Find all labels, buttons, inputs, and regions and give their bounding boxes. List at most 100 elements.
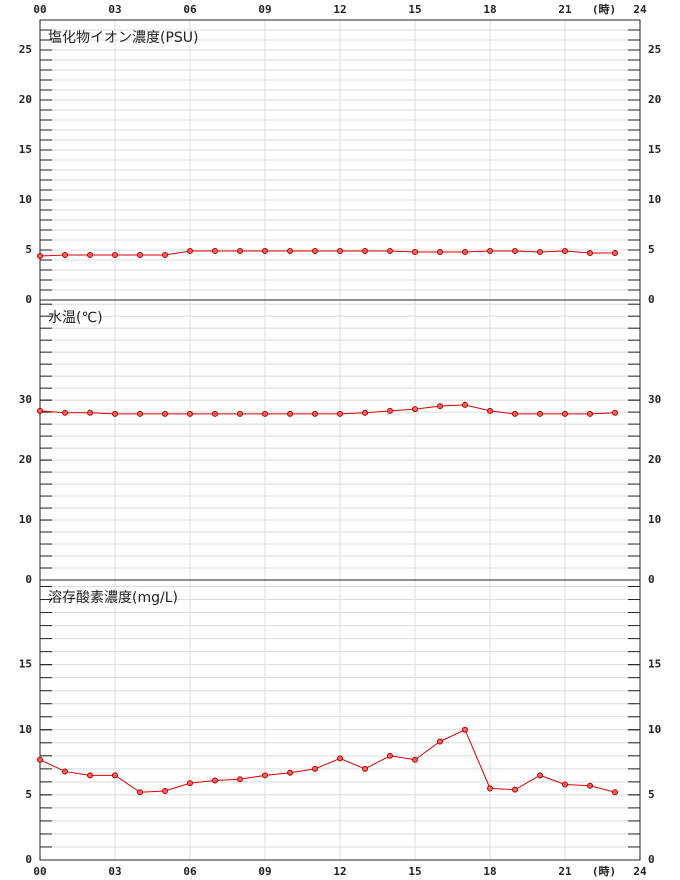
data-point — [37, 756, 43, 763]
y-tick-label-right: 15 — [648, 143, 661, 156]
data-point — [87, 409, 93, 416]
y-tick-label: 15 — [19, 658, 32, 671]
data-point — [287, 410, 293, 417]
x-tick-label: 18 — [483, 865, 496, 878]
data-point — [487, 248, 493, 254]
x-tick-label: 21 — [558, 3, 572, 16]
data-point — [437, 738, 443, 745]
data-point — [212, 777, 218, 784]
data-point — [612, 789, 618, 796]
data-point — [237, 248, 243, 254]
y-tick-label: 0 — [25, 293, 32, 306]
data-point — [87, 772, 93, 779]
data-point — [412, 249, 418, 255]
y-tick-label: 30 — [19, 393, 32, 406]
data-point — [212, 410, 218, 417]
x-tick-label: 24 — [633, 3, 647, 16]
y-tick-label-right: 10 — [648, 723, 661, 736]
y-tick-label: 20 — [19, 93, 32, 106]
data-point — [462, 401, 468, 408]
data-point — [537, 249, 543, 255]
data-point — [312, 248, 318, 254]
data-point — [287, 769, 293, 776]
data-point — [237, 776, 243, 783]
data-point — [187, 410, 193, 417]
x-tick-label: 21 — [558, 865, 572, 878]
y-tick-label: 5 — [25, 788, 32, 801]
y-tick-label: 0 — [25, 573, 32, 586]
data-point — [187, 780, 193, 787]
y-tick-label: 10 — [19, 193, 32, 206]
x-tick-label: 00 — [33, 865, 46, 878]
panel-title: 溶存酸素濃度(mg/L) — [48, 590, 178, 606]
x-unit-label: (時) — [592, 864, 616, 878]
data-point — [512, 410, 518, 417]
data-point — [562, 781, 568, 788]
panel-title: 塩化物イオン濃度(PSU) — [48, 30, 199, 46]
x-tick-label: 03 — [108, 865, 121, 878]
data-point — [187, 248, 193, 254]
y-tick-label-right: 0 — [648, 573, 655, 586]
data-point — [287, 248, 293, 254]
data-line — [39, 404, 616, 415]
panel-frame — [39, 579, 641, 861]
x-tick-label: 12 — [333, 3, 346, 16]
data-point — [587, 250, 593, 256]
data-point — [262, 410, 268, 417]
data-point — [612, 250, 618, 256]
x-tick-label: 00 — [33, 3, 46, 16]
panel-title: 水温(℃) — [48, 310, 103, 326]
data-line — [39, 250, 615, 257]
data-point — [337, 248, 343, 254]
x-tick-label: 18 — [483, 3, 496, 16]
data-point — [212, 248, 218, 254]
y-tick-label-right: 0 — [648, 853, 655, 866]
x-tick-label: 24 — [633, 865, 647, 878]
data-point — [237, 410, 243, 417]
data-point — [87, 252, 93, 258]
data-point — [387, 752, 393, 759]
data-point — [387, 248, 393, 254]
data-point — [162, 252, 168, 258]
y-tick-label-right: 5 — [648, 243, 655, 256]
data-point — [412, 756, 418, 763]
x-tick-label: 03 — [108, 3, 121, 16]
y-tick-label-right: 20 — [648, 93, 661, 106]
data-point — [562, 410, 568, 417]
data-point — [137, 410, 143, 417]
data-point — [512, 248, 518, 254]
y-tick-label-right: 0 — [648, 293, 655, 306]
data-point — [587, 410, 593, 417]
data-point — [137, 789, 143, 796]
y-tick-label-right: 10 — [648, 193, 661, 206]
data-point — [487, 407, 493, 414]
data-point — [112, 252, 118, 258]
data-point — [262, 248, 268, 254]
y-tick-label: 25 — [19, 43, 32, 56]
y-tick-label-right: 30 — [648, 393, 661, 406]
y-tick-label: 15 — [19, 143, 32, 156]
x-tick-label: 15 — [408, 3, 421, 16]
data-point — [37, 407, 43, 414]
data-point — [362, 409, 368, 416]
data-point — [137, 252, 143, 258]
data-point — [437, 403, 443, 410]
data-point — [162, 410, 168, 417]
x-tick-label: 09 — [258, 865, 271, 878]
data-point — [362, 248, 368, 254]
x-tick-label: 06 — [183, 3, 197, 16]
data-point — [437, 249, 443, 255]
y-tick-label: 0 — [25, 853, 32, 866]
data-point — [537, 772, 543, 779]
x-unit-label: (時) — [592, 2, 616, 16]
y-tick-label-right: 15 — [648, 658, 661, 671]
data-line — [39, 729, 616, 793]
data-point — [112, 410, 118, 417]
data-point — [537, 410, 543, 417]
data-point — [387, 407, 393, 414]
data-point — [512, 786, 518, 793]
data-point — [337, 410, 343, 417]
x-tick-label: 09 — [258, 3, 271, 16]
data-point — [312, 410, 318, 417]
